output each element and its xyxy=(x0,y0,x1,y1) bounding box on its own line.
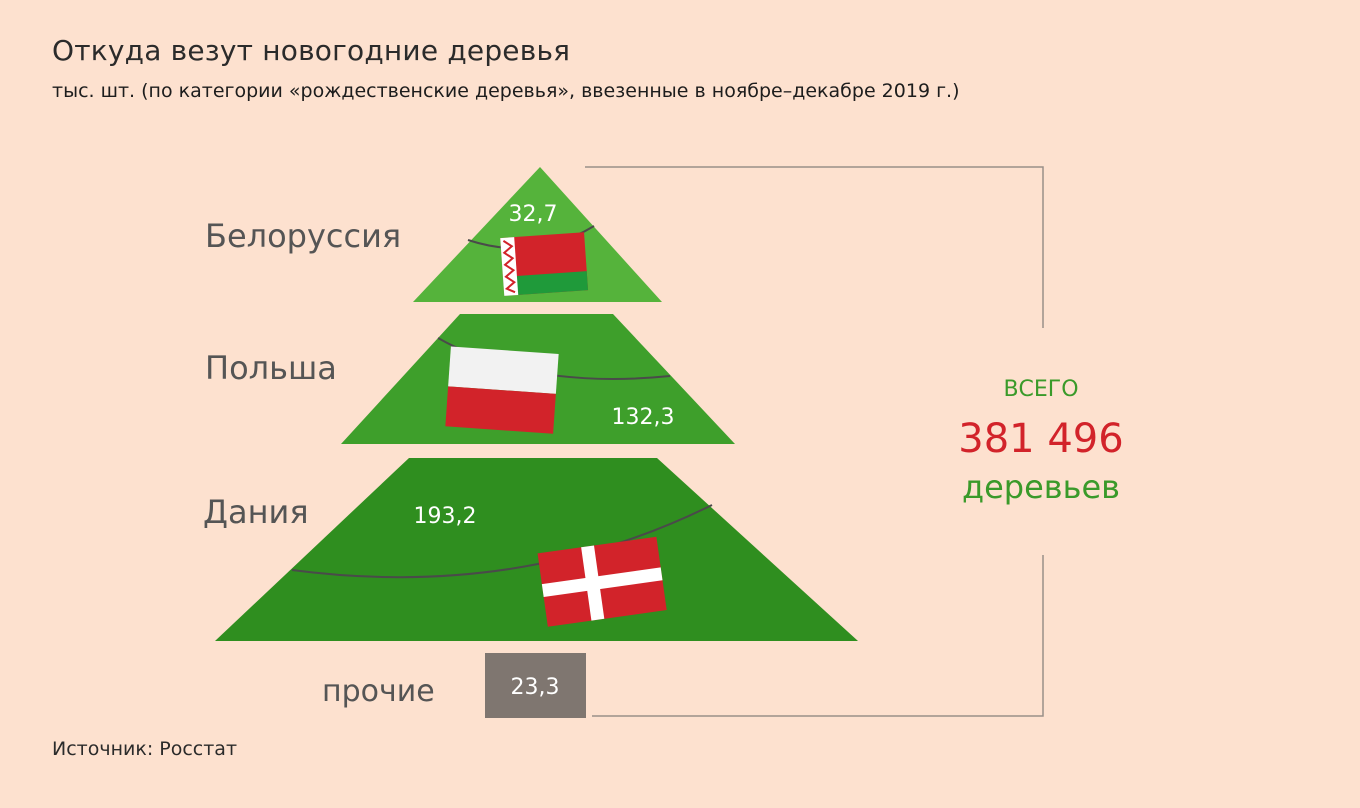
tier-denmark-shape xyxy=(215,458,858,641)
tier-others: 23,3 xyxy=(485,653,586,718)
country-label-denmark: Дания xyxy=(203,493,309,531)
total-number: 381 496 xyxy=(958,416,1123,462)
value-label-belarus: 32,7 xyxy=(509,202,558,227)
total-unit: деревьев xyxy=(962,468,1120,506)
country-label-others: прочие xyxy=(322,674,435,709)
garland-denmark xyxy=(291,504,713,579)
tier-belarus: 32,7 xyxy=(413,167,662,302)
tier-belarus-shape xyxy=(413,167,662,302)
total-bracket xyxy=(585,166,1044,717)
value-label-others: 23,3 xyxy=(511,675,560,700)
belarus-flag xyxy=(500,232,589,296)
page-title: Откуда везут новогодние деревья xyxy=(52,34,571,67)
poland-flag xyxy=(445,346,559,434)
tier-poland: 132,3 xyxy=(341,314,735,444)
tier-denmark: 193,2 xyxy=(215,458,858,641)
country-label-poland: Польша xyxy=(205,349,337,387)
source-note: Источник: Росстат xyxy=(52,738,238,760)
denmark-flag xyxy=(537,536,667,627)
country-label-belarus: Белоруссия xyxy=(205,217,401,255)
trunk-others xyxy=(485,653,586,718)
page-subtitle: тыс. шт. (по категории «рождественские д… xyxy=(52,80,960,102)
value-label-poland: 132,3 xyxy=(612,405,675,430)
total-word: ВСЕГО xyxy=(1003,377,1078,402)
value-label-denmark: 193,2 xyxy=(414,504,477,529)
